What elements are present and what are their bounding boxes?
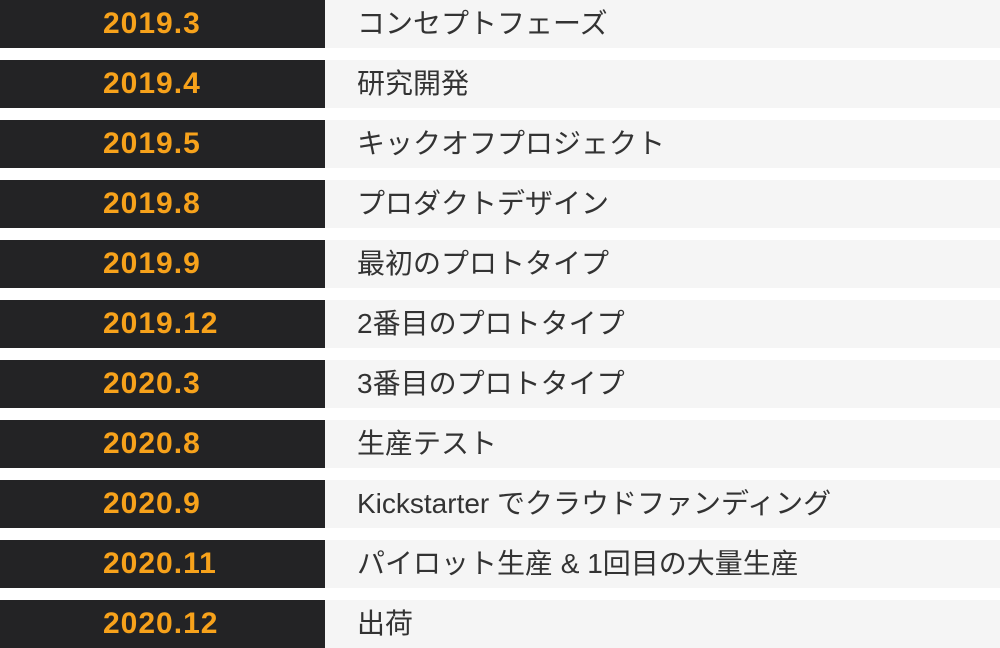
date-badge: 2019.3 [0,0,325,48]
milestone-label: パイロット生産 & 1回目の大量生産 [325,540,1000,588]
milestone-label: 最初のプロトタイプ [325,240,1000,288]
milestone-label: 生産テスト [325,420,1000,468]
milestone-label: 2番目のプロトタイプ [325,300,1000,348]
milestone-label: コンセプトフェーズ [325,0,1000,48]
date-badge: 2020.12 [0,600,325,648]
timeline-row: 2020.12 出荷 [0,600,1000,648]
date-badge: 2019.4 [0,60,325,108]
timeline-row: 2019.12 2番目のプロトタイプ [0,300,1000,348]
milestone-label: 研究開発 [325,60,1000,108]
date-badge: 2019.12 [0,300,325,348]
date-badge: 2020.11 [0,540,325,588]
milestone-label: 出荷 [325,600,1000,648]
timeline-row: 2019.3 コンセプトフェーズ [0,0,1000,48]
timeline-row: 2019.8 プロダクトデザイン [0,180,1000,228]
timeline-row: 2020.11 パイロット生産 & 1回目の大量生産 [0,540,1000,588]
timeline-row: 2019.5 キックオフプロジェクト [0,120,1000,168]
milestone-label: Kickstarter でクラウドファンディング [325,480,1000,528]
date-badge: 2020.9 [0,480,325,528]
date-badge: 2019.5 [0,120,325,168]
timeline-row: 2020.3 3番目のプロトタイプ [0,360,1000,408]
milestone-label: キックオフプロジェクト [325,120,1000,168]
date-badge: 2020.8 [0,420,325,468]
timeline-row: 2020.9 Kickstarter でクラウドファンディング [0,480,1000,528]
date-badge: 2019.9 [0,240,325,288]
timeline-row: 2019.4 研究開発 [0,60,1000,108]
milestone-label: プロダクトデザイン [325,180,1000,228]
timeline-row: 2020.8 生産テスト [0,420,1000,468]
date-badge: 2020.3 [0,360,325,408]
timeline-row: 2019.9 最初のプロトタイプ [0,240,1000,288]
date-badge: 2019.8 [0,180,325,228]
milestone-label: 3番目のプロトタイプ [325,360,1000,408]
